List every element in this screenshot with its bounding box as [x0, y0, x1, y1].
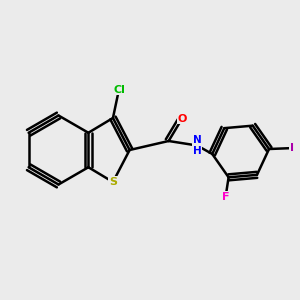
Text: Cl: Cl [113, 85, 125, 94]
Text: S: S [109, 177, 117, 187]
Text: I: I [290, 143, 293, 153]
Text: F: F [222, 192, 229, 202]
Text: O: O [178, 113, 187, 124]
Text: N
H: N H [193, 135, 202, 156]
